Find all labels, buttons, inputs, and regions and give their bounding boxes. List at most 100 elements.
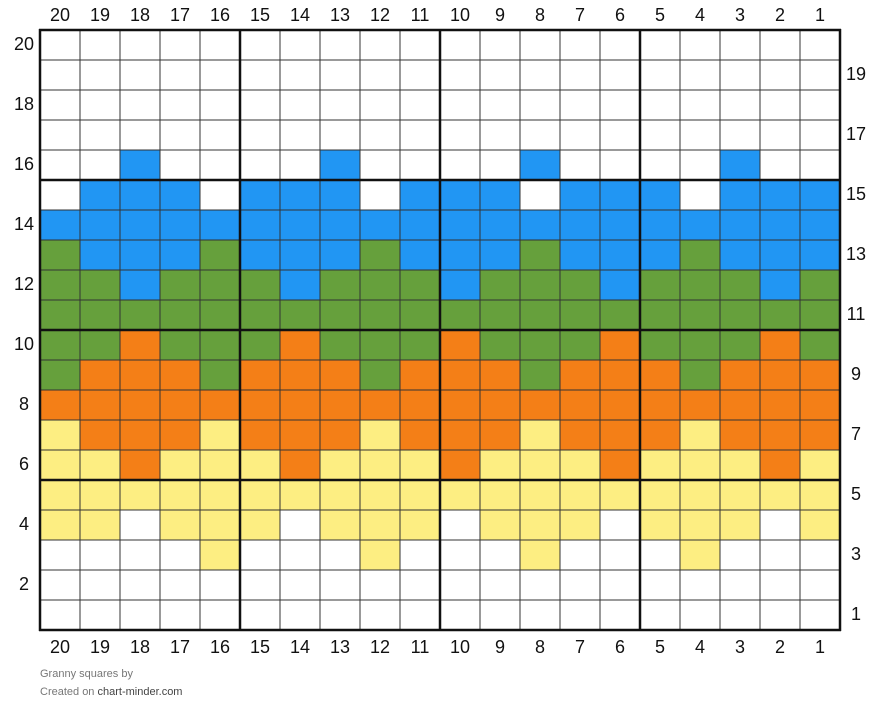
cell-r19-c16	[200, 60, 240, 90]
row-label-left: 18	[14, 94, 34, 114]
cell-r10-c7	[560, 330, 600, 360]
cell-r1-c20	[40, 600, 80, 630]
cell-r10-c2	[760, 330, 800, 360]
cell-r3-c2	[760, 540, 800, 570]
cell-r18-c4	[680, 90, 720, 120]
cell-r1-c5	[640, 600, 680, 630]
column-label-bottom: 14	[290, 637, 310, 657]
cell-r8-c19	[80, 390, 120, 420]
cell-r14-c12	[360, 210, 400, 240]
chart-name: Granny squares	[40, 668, 119, 680]
cell-r17-c5	[640, 120, 680, 150]
cell-r14-c15	[240, 210, 280, 240]
cell-r6-c19	[80, 450, 120, 480]
cell-r2-c1	[800, 570, 840, 600]
cell-r19-c3	[720, 60, 760, 90]
cell-r12-c10	[440, 270, 480, 300]
column-label-bottom: 18	[130, 637, 150, 657]
cell-r10-c19	[80, 330, 120, 360]
chart-title-line: Granny squares by	[40, 668, 133, 680]
cell-r9-c4	[680, 360, 720, 390]
cell-r4-c6	[600, 510, 640, 540]
cell-r12-c12	[360, 270, 400, 300]
cell-r3-c9	[480, 540, 520, 570]
cell-r1-c4	[680, 600, 720, 630]
cell-r4-c5	[640, 510, 680, 540]
cell-r10-c5	[640, 330, 680, 360]
cell-r8-c16	[200, 390, 240, 420]
cell-r12-c4	[680, 270, 720, 300]
cell-r8-c18	[120, 390, 160, 420]
cell-r18-c19	[80, 90, 120, 120]
row-label-right: 7	[851, 424, 861, 444]
cell-r9-c12	[360, 360, 400, 390]
cell-r2-c15	[240, 570, 280, 600]
cell-r4-c20	[40, 510, 80, 540]
cell-r4-c13	[320, 510, 360, 540]
cell-r16-c18	[120, 150, 160, 180]
cell-r20-c4	[680, 30, 720, 60]
cell-r5-c10	[440, 480, 480, 510]
column-label-top: 16	[210, 5, 230, 25]
cell-r17-c17	[160, 120, 200, 150]
cell-r12-c1	[800, 270, 840, 300]
cell-r20-c10	[440, 30, 480, 60]
cell-r3-c18	[120, 540, 160, 570]
site-link[interactable]: chart-minder.com	[97, 686, 183, 698]
cell-r20-c12	[360, 30, 400, 60]
column-label-top: 5	[655, 5, 665, 25]
cell-r17-c10	[440, 120, 480, 150]
cell-r20-c14	[280, 30, 320, 60]
cell-r9-c15	[240, 360, 280, 390]
cell-r15-c8	[520, 180, 560, 210]
cell-r11-c14	[280, 300, 320, 330]
cell-r11-c17	[160, 300, 200, 330]
column-label-top: 2	[775, 5, 785, 25]
cell-r14-c8	[520, 210, 560, 240]
cell-r5-c7	[560, 480, 600, 510]
cell-r6-c2	[760, 450, 800, 480]
cell-r19-c5	[640, 60, 680, 90]
cell-r20-c15	[240, 30, 280, 60]
cell-r17-c12	[360, 120, 400, 150]
column-label-top: 20	[50, 5, 70, 25]
cell-r9-c10	[440, 360, 480, 390]
cell-r18-c11	[400, 90, 440, 120]
cell-r7-c18	[120, 420, 160, 450]
cell-r18-c8	[520, 90, 560, 120]
cell-r8-c17	[160, 390, 200, 420]
cell-r11-c11	[400, 300, 440, 330]
cell-r11-c5	[640, 300, 680, 330]
cell-r11-c19	[80, 300, 120, 330]
row-label-right: 11	[847, 304, 866, 324]
cell-r14-c1	[800, 210, 840, 240]
cell-r12-c14	[280, 270, 320, 300]
cell-r5-c11	[400, 480, 440, 510]
cell-r10-c18	[120, 330, 160, 360]
cell-r6-c15	[240, 450, 280, 480]
column-label-top: 17	[170, 5, 190, 25]
cell-r2-c7	[560, 570, 600, 600]
cell-r20-c3	[720, 30, 760, 60]
cell-r17-c3	[720, 120, 760, 150]
cell-r7-c4	[680, 420, 720, 450]
cell-r19-c11	[400, 60, 440, 90]
cell-r19-c1	[800, 60, 840, 90]
cell-r6-c7	[560, 450, 600, 480]
cell-r11-c7	[560, 300, 600, 330]
cell-r17-c18	[120, 120, 160, 150]
column-label-top: 6	[615, 5, 625, 25]
cell-r20-c13	[320, 30, 360, 60]
cell-r5-c1	[800, 480, 840, 510]
cell-r19-c4	[680, 60, 720, 90]
cell-r13-c13	[320, 240, 360, 270]
cell-r12-c17	[160, 270, 200, 300]
cell-r2-c20	[40, 570, 80, 600]
cell-r17-c14	[280, 120, 320, 150]
cell-r15-c16	[200, 180, 240, 210]
column-label-top: 19	[90, 5, 110, 25]
column-label-top: 18	[130, 5, 150, 25]
cell-r16-c6	[600, 150, 640, 180]
cell-r6-c18	[120, 450, 160, 480]
cell-r20-c2	[760, 30, 800, 60]
